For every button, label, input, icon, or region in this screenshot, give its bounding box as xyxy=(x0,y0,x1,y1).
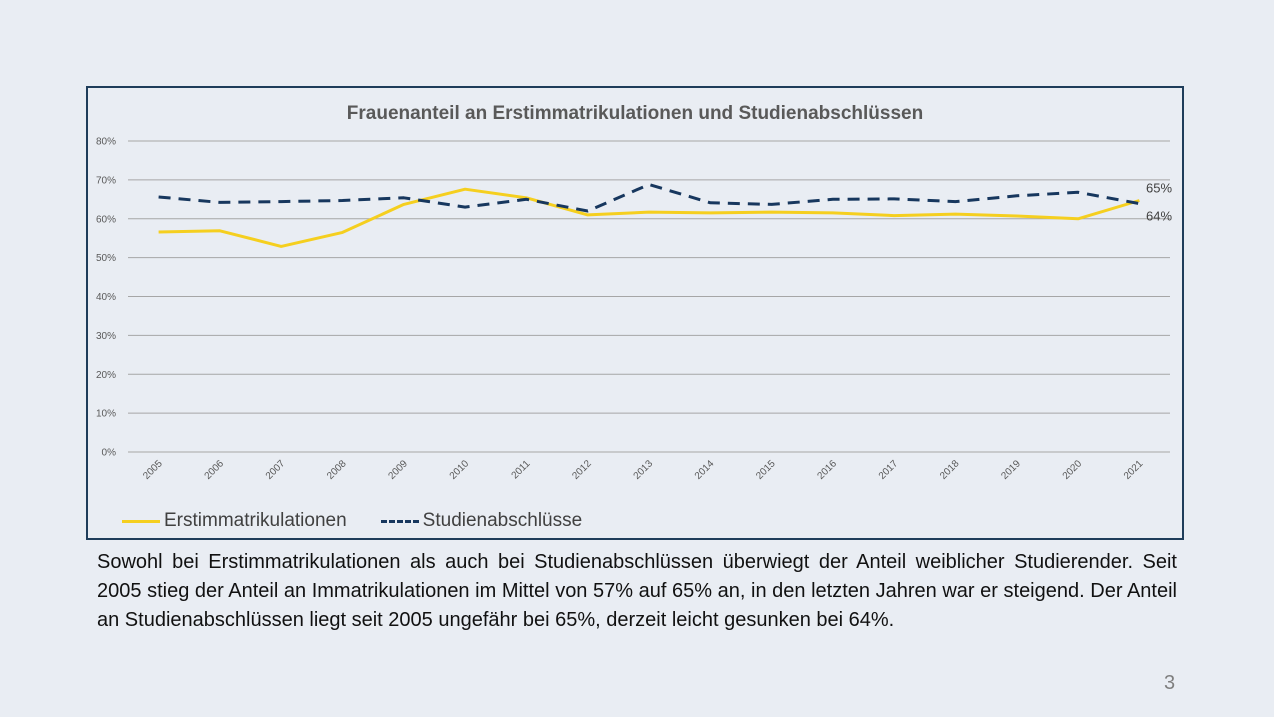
end-value-label: 64% xyxy=(1146,209,1172,224)
chart-title: Frauenanteil an Erstimmatrikulationen un… xyxy=(347,103,923,124)
gridlines xyxy=(128,140,1170,453)
end-value-label: 65% xyxy=(1146,180,1172,195)
x-tick-label: 2009 xyxy=(386,458,410,482)
body-paragraph: Sowohl bei Erstimmatrikulationen als auc… xyxy=(97,551,1177,631)
series-lines xyxy=(158,183,1140,248)
y-tick-label: 20% xyxy=(96,370,116,381)
y-tick-label: 30% xyxy=(96,331,116,342)
y-tick-label: 50% xyxy=(96,253,116,264)
y-tick-label: 40% xyxy=(96,292,116,303)
x-tick-label: 2021 xyxy=(1122,458,1146,482)
x-tick-label: 2016 xyxy=(815,458,839,482)
legend-swatch-dashed xyxy=(380,519,419,523)
x-tick-label: 2008 xyxy=(325,458,349,482)
y-tick-label: 10% xyxy=(96,409,116,420)
legend-label: Erstimmatrikulationen xyxy=(164,510,347,531)
legend: Erstimmatrikulationen Studienabschlüsse xyxy=(122,510,616,532)
x-tick-label: 2017 xyxy=(877,458,901,482)
chart-frame xyxy=(86,86,1184,540)
series-line-studienabschluesse xyxy=(158,183,1140,213)
x-tick-label: 2020 xyxy=(1061,458,1085,482)
x-tick-label: 2010 xyxy=(448,458,472,482)
x-tick-label: 2018 xyxy=(938,458,962,482)
x-tick-label: 2011 xyxy=(510,458,533,481)
legend-item-studienabschluesse: Studienabschlüsse xyxy=(380,510,583,532)
x-axis-ticks: 2005 2006 2007 2008 2009 2010 2011 2012 2013 2014… xyxy=(141,458,1146,482)
x-tick-label: 2005 xyxy=(141,458,165,482)
y-tick-label: 60% xyxy=(96,214,116,225)
y-tick-label: 80% xyxy=(96,137,116,148)
y-axis-ticks: 0% 10% 20% 30% 40% 50% 60% 70% 80% xyxy=(96,137,116,459)
series-line-erstimmatrikulationen xyxy=(158,187,1140,248)
legend-item-erstimmatrikulationen: Erstimmatrikulationen xyxy=(122,510,347,532)
end-labels: 65% 64% xyxy=(1146,180,1172,223)
x-tick-label: 2015 xyxy=(754,458,778,482)
y-tick-label: 70% xyxy=(96,175,116,186)
x-tick-label: 2019 xyxy=(999,458,1023,482)
x-tick-label: 2013 xyxy=(632,458,656,482)
legend-swatch-solid xyxy=(122,519,160,523)
legend-label: Studienabschlüsse xyxy=(422,510,583,531)
x-tick-label: 2014 xyxy=(693,458,717,482)
x-tick-label: 2012 xyxy=(570,458,594,482)
y-tick-label: 0% xyxy=(102,448,117,459)
page-number: 3 xyxy=(1164,672,1176,694)
x-tick-label: 2006 xyxy=(203,458,227,482)
x-tick-label: 2007 xyxy=(264,458,288,482)
